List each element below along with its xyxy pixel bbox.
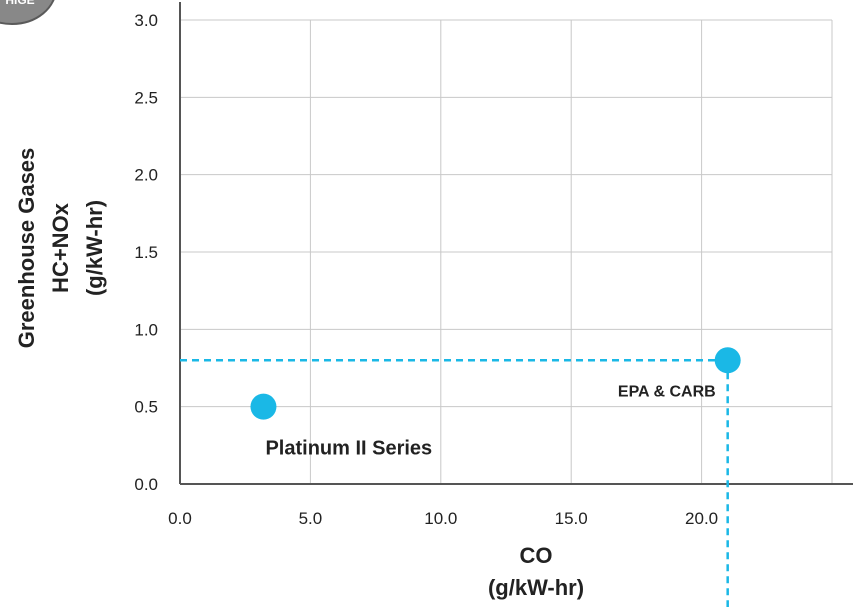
x-tick-label: 10.0: [424, 509, 457, 528]
data-points: [250, 347, 741, 420]
y-tick-label: 1.0: [134, 320, 158, 339]
y-tick-label: 2.0: [134, 166, 158, 185]
y-tick-label: 1.5: [134, 243, 158, 262]
x-tick-label: 20.0: [685, 509, 718, 528]
y-tick-label: 3.0: [134, 11, 158, 30]
data-point: [714, 347, 741, 374]
x-tick-label: 5.0: [299, 509, 323, 528]
badge-shape: [0, 0, 55, 25]
y-axis-title-line: Greenhouse Gases: [14, 148, 39, 349]
point-label: Platinum II Series: [265, 438, 432, 460]
labels: Platinum II Series EPA & CARB: [265, 383, 715, 459]
point-label: EPA & CARB: [618, 383, 716, 400]
axes: 0.0 5.0 10.0 15.0 20.0 0.0 0.5 1.0 1.5 2.0 2.5 3.0 C…: [14, 2, 853, 600]
grid: [180, 19, 833, 484]
x-tick-label: 0.0: [168, 509, 192, 528]
corner-badge: HIGE: [0, 0, 55, 25]
y-tick-label: 2.5: [134, 88, 158, 107]
x-tick-label: 15.0: [555, 509, 588, 528]
y-tick-label: 0.5: [134, 398, 158, 417]
x-axis-title: CO: [520, 543, 553, 568]
y-axis-title-line: HC+NOx: [48, 202, 73, 293]
reference-lines: [180, 359, 729, 607]
data-point: [250, 393, 277, 420]
badge-text: HIGE: [5, 0, 34, 7]
y-axis-title-line: (g/kW-hr): [82, 200, 107, 296]
y-tick-label: 0.0: [134, 475, 158, 494]
x-axis-title-units: (g/kW-hr): [488, 575, 584, 600]
